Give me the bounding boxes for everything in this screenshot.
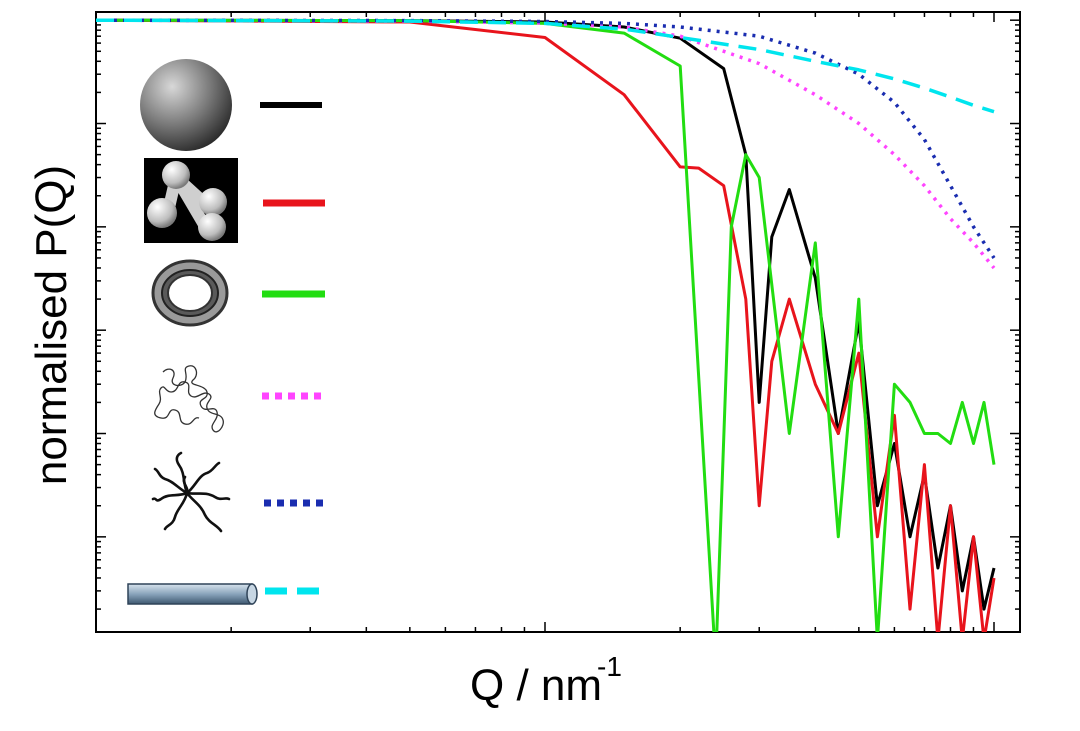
series-line-cylinder-rod — [96, 18, 995, 114]
x-axis-label-main: Q / nm — [470, 661, 602, 710]
series-line-star-polymer — [96, 18, 996, 259]
solid-sphere-icon — [140, 59, 232, 151]
legend-entry-rod — [127, 583, 328, 605]
y-axis-label: normalised P(Q) — [27, 165, 76, 485]
plot-area-frame — [95, 11, 1021, 633]
legend-entry-coil — [154, 365, 325, 433]
x-axis-label-superscript: -1 — [597, 651, 622, 682]
axis-ticks — [95, 12, 1020, 632]
x-axis-label: Q / nm -1 — [470, 651, 622, 710]
legend-entry-sphere — [140, 59, 322, 151]
legend-entry-cluster — [144, 158, 325, 243]
legend — [127, 59, 328, 605]
dumbbell-cluster-icon — [144, 158, 238, 243]
legend-entry-shell — [151, 259, 325, 327]
series-line-hollow-shell — [96, 18, 996, 632]
series-layer — [96, 18, 996, 632]
star-polymer-icon — [151, 451, 231, 533]
hollow-shell-icon — [151, 259, 229, 327]
cylinder-rod-icon — [127, 583, 258, 605]
random-coil-icon — [154, 365, 224, 433]
legend-entry-star — [151, 451, 325, 533]
